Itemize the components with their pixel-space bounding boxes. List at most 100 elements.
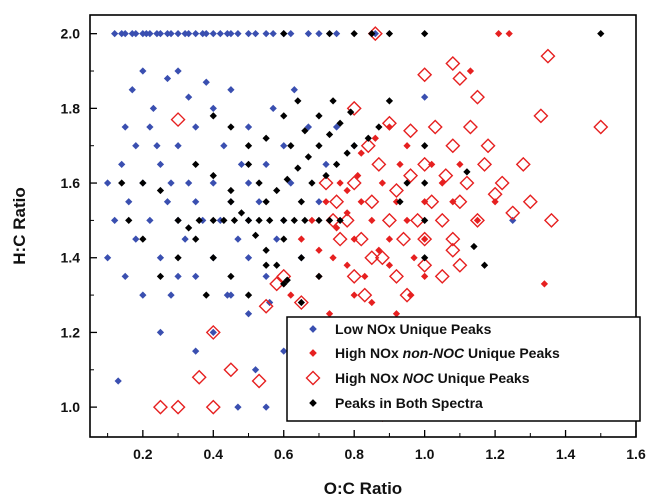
point-peaks-in-both-spectra: [209, 112, 217, 120]
point-peaks-in-both-spectra: [421, 216, 429, 225]
x-tick-label: 0.6: [274, 446, 294, 462]
point-high-nox-noc-unique-peaks: [417, 231, 433, 247]
point-high-nox-noc-unique-peaks: [540, 48, 556, 64]
point-peaks-in-both-spectra: [315, 142, 323, 150]
point-peaks-in-both-spectra: [266, 216, 274, 225]
point-low-nox-unique-peaks: [132, 30, 140, 38]
point-low-nox-unique-peaks: [128, 86, 136, 94]
point-high-nox-non-noc-unique-peaks: [350, 291, 358, 299]
point-low-nox-unique-peaks: [163, 198, 172, 206]
point-high-nox-non-noc-unique-peaks: [375, 246, 383, 254]
point-high-nox-noc-unique-peaks: [191, 369, 207, 385]
point-low-nox-unique-peaks: [209, 30, 217, 38]
point-peaks-in-both-spectra: [262, 246, 270, 254]
point-high-nox-noc-unique-peaks: [339, 212, 355, 228]
point-high-nox-noc-unique-peaks: [452, 257, 468, 273]
point-low-nox-unique-peaks: [185, 93, 193, 101]
point-low-nox-unique-peaks: [192, 30, 200, 38]
point-peaks-in-both-spectra: [209, 171, 217, 180]
point-high-nox-non-noc-unique-peaks: [385, 261, 394, 269]
point-high-nox-noc-unique-peaks: [434, 268, 450, 284]
point-peaks-in-both-spectra: [273, 261, 281, 269]
point-peaks-in-both-spectra: [255, 179, 263, 187]
legend-marker: [305, 370, 321, 386]
point-peaks-in-both-spectra: [227, 123, 235, 131]
point-low-nox-unique-peaks: [139, 67, 147, 75]
point-peaks-in-both-spectra: [350, 142, 358, 150]
point-peaks-in-both-spectra: [192, 235, 200, 243]
point-peaks-in-both-spectra: [336, 119, 344, 127]
plot-frame: [89, 14, 637, 438]
point-peaks-in-both-spectra: [283, 276, 291, 284]
point-low-nox-unique-peaks: [280, 142, 288, 150]
point-low-nox-unique-peaks: [121, 272, 129, 281]
y-tick-label: 1.8: [61, 100, 81, 116]
point-low-nox-unique-peaks: [149, 104, 158, 112]
point-peaks-in-both-spectra: [185, 224, 193, 232]
point-peaks-in-both-spectra: [315, 216, 323, 225]
point-low-nox-unique-peaks: [174, 272, 182, 281]
point-low-nox-unique-peaks: [262, 272, 270, 281]
x-tick-label: 0.2: [133, 446, 153, 462]
point-peaks-in-both-spectra: [322, 171, 330, 180]
point-low-nox-unique-peaks: [111, 30, 119, 38]
point-peaks-in-both-spectra: [396, 198, 404, 206]
point-low-nox-unique-peaks: [192, 198, 200, 206]
point-high-nox-noc-unique-peaks: [438, 168, 454, 184]
point-low-nox-unique-peaks: [125, 198, 133, 206]
point-low-nox-unique-peaks: [237, 160, 246, 169]
point-low-nox-unique-peaks: [209, 179, 217, 187]
point-high-nox-noc-unique-peaks: [424, 194, 440, 210]
point-low-nox-unique-peaks: [163, 74, 172, 83]
point-high-nox-non-noc-unique-peaks: [357, 149, 365, 157]
point-high-nox-noc-unique-peaks: [371, 156, 387, 172]
point-low-nox-unique-peaks: [167, 179, 175, 187]
point-high-nox-non-noc-unique-peaks: [371, 134, 379, 142]
point-high-nox-noc-unique-peaks: [445, 56, 461, 72]
point-low-nox-unique-peaks: [202, 30, 210, 38]
point-low-nox-unique-peaks: [192, 123, 200, 131]
point-peaks-in-both-spectra: [403, 179, 411, 187]
point-low-nox-unique-peaks: [146, 123, 154, 131]
point-peaks-in-both-spectra: [325, 30, 334, 38]
point-low-nox-unique-peaks: [244, 30, 253, 38]
point-low-nox-unique-peaks: [209, 104, 217, 112]
point-high-nox-noc-unique-peaks: [360, 138, 376, 154]
point-low-nox-unique-peaks: [220, 142, 228, 150]
point-low-nox-unique-peaks: [156, 254, 165, 262]
point-peaks-in-both-spectra: [244, 142, 253, 150]
point-high-nox-noc-unique-peaks: [152, 399, 168, 415]
point-peaks-in-both-spectra: [385, 97, 394, 105]
point-low-nox-unique-peaks: [153, 142, 161, 150]
point-high-nox-noc-unique-peaks: [346, 175, 362, 191]
point-peaks-in-both-spectra: [227, 272, 235, 281]
point-high-nox-noc-unique-peaks: [399, 287, 415, 303]
point-peaks-in-both-spectra: [463, 168, 471, 176]
point-peaks-in-both-spectra: [227, 186, 235, 195]
point-low-nox-unique-peaks: [181, 235, 189, 243]
point-low-nox-unique-peaks: [287, 179, 295, 187]
point-peaks-in-both-spectra: [350, 30, 358, 38]
point-high-nox-non-noc-unique-peaks: [322, 198, 330, 206]
point-peaks-in-both-spectra: [220, 216, 228, 225]
point-low-nox-unique-peaks: [156, 160, 165, 169]
y-tick-label: 1.4: [61, 250, 81, 266]
point-peaks-in-both-spectra: [325, 216, 334, 225]
point-low-nox-unique-peaks: [216, 30, 224, 38]
point-low-nox-unique-peaks: [315, 198, 323, 206]
point-low-nox-unique-peaks: [121, 30, 129, 38]
point-high-nox-noc-unique-peaks: [469, 89, 485, 105]
point-high-nox-noc-unique-peaks: [346, 268, 362, 284]
point-high-nox-non-noc-unique-peaks: [297, 235, 305, 243]
point-low-nox-unique-peaks: [269, 30, 277, 38]
point-low-nox-unique-peaks: [244, 254, 253, 262]
point-high-nox-noc-unique-peaks: [469, 212, 485, 228]
point-high-nox-noc-unique-peaks: [364, 194, 380, 210]
point-peaks-in-both-spectra: [421, 179, 429, 187]
point-peaks-in-both-spectra: [280, 235, 288, 243]
point-low-nox-unique-peaks: [111, 216, 119, 225]
point-high-nox-noc-unique-peaks: [427, 119, 443, 135]
point-low-nox-unique-peaks: [103, 179, 112, 187]
